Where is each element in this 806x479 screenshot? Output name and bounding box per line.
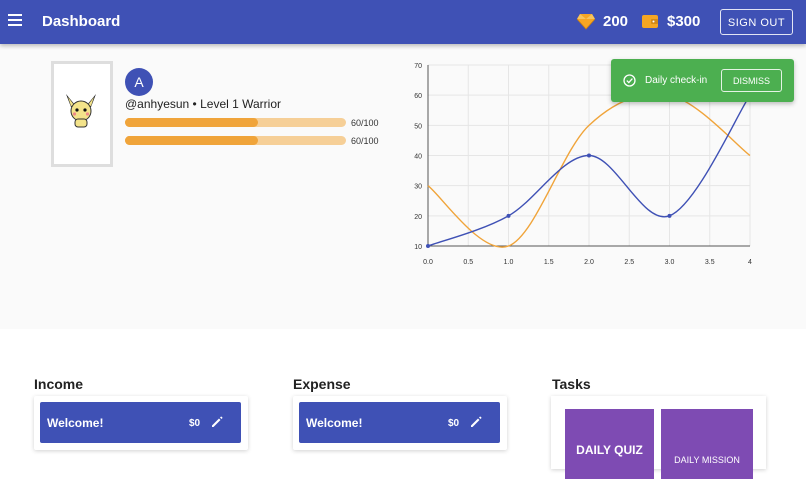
series-2-point xyxy=(506,213,511,218)
edit-icon[interactable] xyxy=(210,415,224,429)
character-frame xyxy=(51,61,113,167)
dismiss-button[interactable]: DISMISS xyxy=(721,69,782,92)
x-tick-label: 3.0 xyxy=(665,259,675,266)
expense-item-amount: $0 xyxy=(448,418,460,429)
y-tick-label: 50 xyxy=(414,123,422,130)
sign-out-button[interactable]: SIGN OUT xyxy=(720,9,793,35)
series-2-point xyxy=(667,213,672,218)
gems-value: 200 xyxy=(603,12,629,30)
menu-icon[interactable] xyxy=(8,14,22,28)
avatar[interactable]: A xyxy=(125,68,153,96)
y-tick-label: 10 xyxy=(414,244,422,251)
x-tick-label: 4 xyxy=(748,259,752,266)
x-tick-label: 0.0 xyxy=(423,259,433,266)
tasks-title: Tasks xyxy=(552,376,591,392)
progress-fill-1 xyxy=(125,118,258,127)
daily-mission-label: DAILY MISSION xyxy=(674,455,740,465)
progress-bar-2 xyxy=(125,136,346,145)
y-tick-label: 30 xyxy=(414,184,422,191)
x-tick-label: 0.5 xyxy=(463,259,473,266)
wallet-counter: $300 xyxy=(641,12,700,30)
income-title: Income xyxy=(34,376,84,392)
money-value: $300 xyxy=(667,12,701,30)
progress-label-2: 60/100 xyxy=(351,136,379,146)
diamond-icon xyxy=(577,14,595,30)
x-tick-label: 1.0 xyxy=(504,259,514,266)
gems-counter: 200 xyxy=(577,12,628,30)
checkin-toast: Daily check-in DISMISS xyxy=(611,59,794,102)
y-tick-label: 70 xyxy=(414,63,422,70)
series-2-point xyxy=(426,244,430,248)
series-2-point xyxy=(587,153,591,158)
expense-title: Expense xyxy=(293,376,351,392)
tasks-card: DAILY QUIZ DAILY MISSION xyxy=(551,396,766,479)
income-item[interactable]: Welcome! $0 xyxy=(40,402,241,443)
toast-message: Daily check-in xyxy=(645,75,708,86)
income-item-amount: $0 xyxy=(189,418,201,429)
x-tick-label: 2.5 xyxy=(624,259,634,266)
daily-quiz-label: DAILY QUIZ xyxy=(576,443,643,457)
y-tick-label: 60 xyxy=(414,93,422,100)
daily-quiz-tile[interactable]: DAILY QUIZ xyxy=(565,409,654,479)
progress-bar-1 xyxy=(125,118,346,127)
wallet-icon xyxy=(642,15,658,28)
page-title: Dashboard xyxy=(42,13,121,30)
x-tick-label: 3.5 xyxy=(705,259,715,266)
character-sprite xyxy=(66,94,96,128)
x-tick-label: 1.5 xyxy=(544,259,554,266)
progress-fill-2 xyxy=(125,136,258,145)
series-line-1 xyxy=(427,93,751,248)
expense-item-title: Welcome! xyxy=(306,416,363,430)
check-circle-icon xyxy=(623,74,636,87)
expense-item[interactable]: Welcome! $0 xyxy=(299,402,500,443)
income-item-title: Welcome! xyxy=(47,416,104,430)
y-tick-label: 40 xyxy=(414,154,422,161)
x-tick-label: 2.0 xyxy=(584,259,594,266)
app-bar: Dashboard 200 $300 SIGN OUT xyxy=(0,0,806,44)
user-handle-level: @anhyesun • Level 1 Warrior xyxy=(125,97,282,111)
y-tick-label: 20 xyxy=(414,214,422,221)
edit-icon[interactable] xyxy=(469,415,483,429)
daily-mission-tile[interactable]: DAILY MISSION xyxy=(661,409,753,479)
income-card: Welcome! $0 xyxy=(34,396,248,450)
progress-label-1: 60/100 xyxy=(351,118,379,128)
series-line-2 xyxy=(427,94,751,247)
expense-card: Welcome! $0 xyxy=(293,396,507,450)
